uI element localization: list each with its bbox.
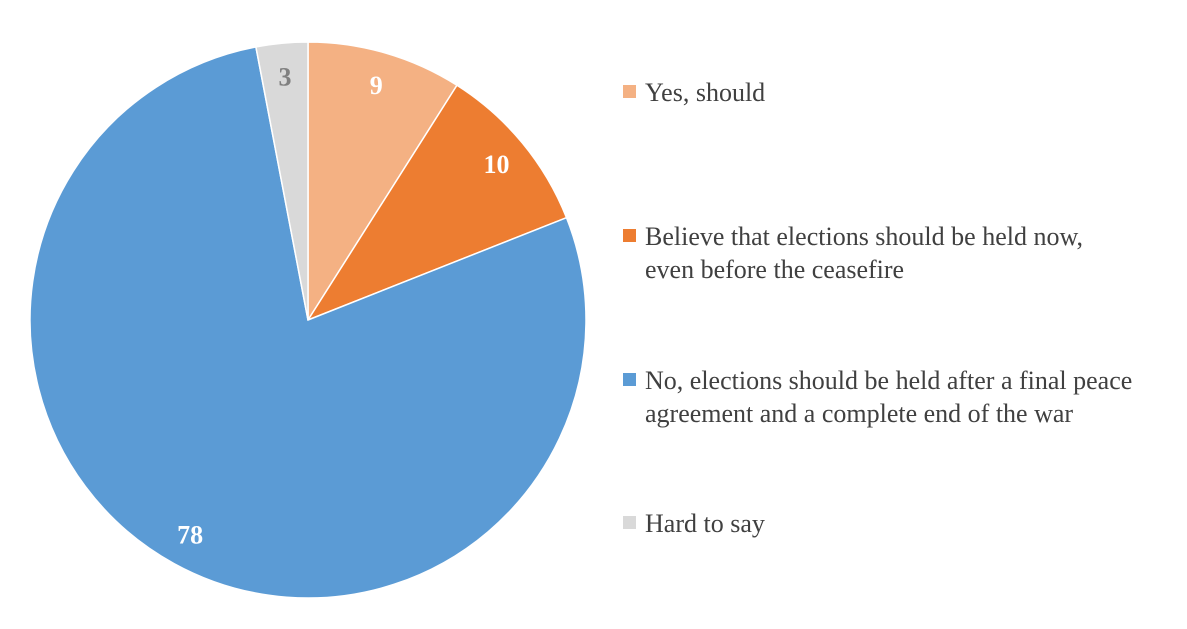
legend-label: Believe that elections should be held no…: [645, 222, 1084, 284]
data-label: 3: [278, 62, 291, 91]
pie-slice: [306, 84, 568, 322]
pie-slice: [307, 41, 458, 323]
legend-label: Hard to say: [645, 509, 765, 538]
legend-item-hard-to-say: Hard to say: [623, 507, 1165, 540]
legend-item-after-peace: No, elections should be held after a fin…: [623, 364, 1160, 430]
data-label: 78: [177, 520, 203, 549]
legend-item-now: Believe that elections should be held no…: [623, 220, 1115, 286]
legend-swatch: [623, 85, 636, 98]
data-label: 9: [370, 71, 383, 100]
data-label: 10: [483, 150, 509, 179]
legend-label: No, elections should be held after a fin…: [645, 366, 1133, 428]
legend-swatch: [623, 373, 636, 386]
pie-slice: [29, 46, 587, 599]
pie-slice: [255, 41, 309, 321]
pie-chart: 9 10 78 3: [29, 41, 587, 599]
legend-swatch: [623, 516, 636, 529]
legend-label: Yes, should: [645, 78, 766, 107]
legend-swatch: [623, 229, 636, 242]
legend-item-yes-should: Yes, should: [623, 76, 1165, 109]
